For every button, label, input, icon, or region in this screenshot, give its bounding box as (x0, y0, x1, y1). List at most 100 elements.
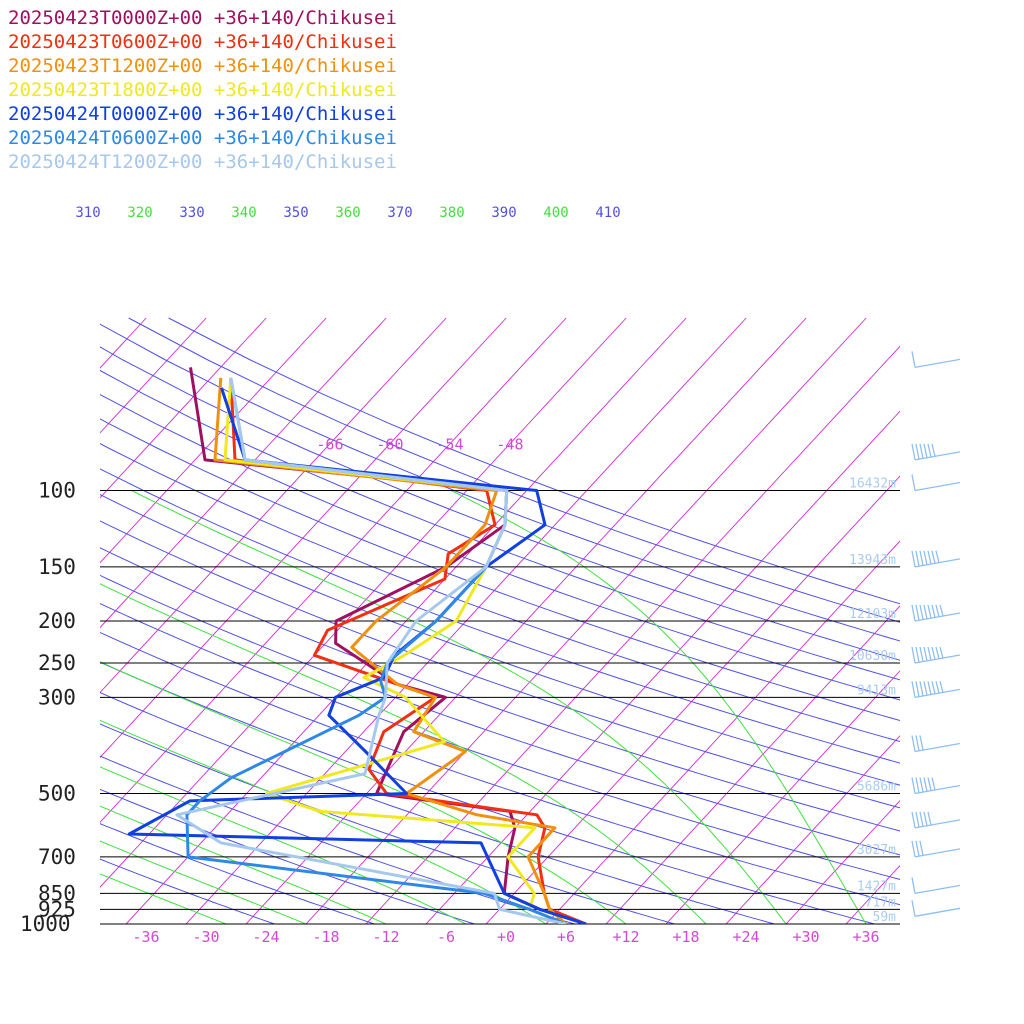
wind-barbs (911, 351, 961, 917)
wind-barb-flag (911, 681, 916, 698)
legend-entry: 20250424T1200Z+00 +36+140/Chikusei (8, 151, 397, 173)
wind-barb-flag (927, 646, 932, 661)
legend-entry: 20250423T0000Z+00 +36+140/Chikusei (8, 7, 397, 29)
temperature-tick-label: -24 (252, 928, 279, 946)
pressure-tick-label: 700 (38, 845, 76, 869)
isotherm-line (906, 318, 1024, 924)
theta-label: 350 (283, 205, 308, 221)
wind-barb-flag (935, 604, 940, 617)
isotherm-line (785, 800, 900, 924)
temperature-tick-label: +0 (497, 928, 515, 946)
pressure-tick-label: 1000 (20, 912, 71, 936)
temperature-tick-label: -30 (192, 928, 219, 946)
wind-barb-flag (939, 646, 944, 659)
wind-barb-flag (935, 681, 940, 694)
pressure-tick-label: 200 (38, 609, 76, 633)
sounding-series (127, 367, 587, 924)
isotherm-label: -48 (496, 436, 523, 454)
wind-barb-flag (923, 646, 928, 662)
theta-label: 390 (491, 205, 516, 221)
wind-barb (911, 646, 961, 664)
wind-barb (911, 777, 961, 795)
wind-barb (911, 900, 961, 917)
wind-barb-flag (931, 550, 936, 564)
pressure-tick-label: 150 (38, 555, 76, 579)
pressure-tick-label: 925 (38, 897, 76, 921)
wind-barb-flag (923, 443, 928, 458)
wind-barb-flag (915, 681, 920, 697)
dry-adiabat-line (100, 691, 775, 924)
isotherm-line (966, 318, 1024, 924)
wind-barb-flag (923, 811, 928, 826)
wind-barb-staff (914, 884, 961, 895)
wind-barb-flag (919, 550, 924, 566)
wind-barb-flag (927, 681, 932, 695)
wind-barb (911, 443, 961, 461)
moist-adiabat-line (100, 583, 707, 924)
wind-barb-flag (927, 550, 932, 565)
wind-barb-flag (931, 604, 936, 618)
wind-barb-flag (919, 604, 924, 620)
wind-barb (911, 681, 961, 698)
temperature-tick-label: +6 (557, 928, 575, 946)
wind-barb (911, 811, 961, 829)
wind-barb-flag (915, 840, 920, 857)
wind-barb-flag (919, 443, 924, 459)
wind-barb-flag (915, 735, 920, 751)
temperature-tick-label: +30 (792, 928, 819, 946)
wind-barb-flag (919, 811, 924, 827)
pressure-tick-label: 300 (38, 685, 76, 709)
legend: 20250423T0000Z+00 +36+140/Chikusei202504… (8, 7, 397, 173)
dry-adiabat-line (100, 788, 475, 924)
wind-barb-flag (935, 646, 940, 659)
wind-barb-flag (927, 443, 932, 458)
temperature-tick-label: -36 (132, 928, 159, 946)
wind-barb-staff (914, 907, 961, 917)
legend-entry: 20250423T0600Z+00 +36+140/Chikusei (8, 31, 397, 53)
wind-barb-flag (915, 777, 920, 793)
wind-barb-flag (927, 777, 932, 791)
height-label: 717m (865, 895, 896, 910)
theta-label: 340 (231, 205, 256, 221)
wind-barb (911, 840, 961, 858)
pressure-tick-label: 500 (38, 782, 76, 806)
wind-barb-flag (927, 604, 932, 619)
pressure-tick-label: 100 (38, 479, 76, 503)
wind-barb-flag (911, 443, 916, 461)
height-label: 9413m (857, 683, 896, 698)
moist-adiabat-line (450, 490, 867, 924)
theta-label: 410 (595, 205, 620, 221)
wind-barb-flag (911, 474, 916, 491)
dry-adiabat-line (100, 723, 675, 924)
wind-barb-flag (935, 550, 940, 563)
temperature-tick-label: +18 (672, 928, 699, 946)
wind-barb-flag (911, 840, 916, 857)
wind-barb-flag (931, 777, 936, 791)
wind-barb-flag (915, 550, 920, 567)
wind-barb-flag (939, 681, 944, 693)
wind-barb-flag (915, 811, 920, 828)
dry-adiabat-line (100, 823, 375, 924)
pressure-tick-label: 850 (38, 881, 76, 905)
theta-label: 320 (127, 205, 152, 221)
wind-barb-flag (919, 646, 924, 662)
wind-barb-flag (919, 681, 924, 697)
moist-adiabat-line (100, 873, 227, 924)
wind-barb-flag (911, 735, 916, 752)
wind-barb-flag (931, 681, 936, 694)
pressure-tick-label: 250 (38, 651, 76, 675)
height-label: 1427m (857, 879, 896, 894)
isotherm-line (665, 670, 900, 924)
isotherm-label: -66 (316, 436, 343, 454)
temperature-tick-label: +12 (612, 928, 639, 946)
wind-barb-flag (911, 811, 916, 828)
wind-barb-flag (915, 646, 920, 663)
isotherm-line (100, 317, 207, 434)
wind-barb-flag (915, 604, 920, 621)
wind-barb-flag (939, 604, 944, 617)
theta-label: 310 (75, 205, 100, 221)
wind-barb-flag (931, 646, 936, 660)
dry-adiabat-line (100, 858, 275, 924)
wind-barb-staff (914, 481, 961, 492)
